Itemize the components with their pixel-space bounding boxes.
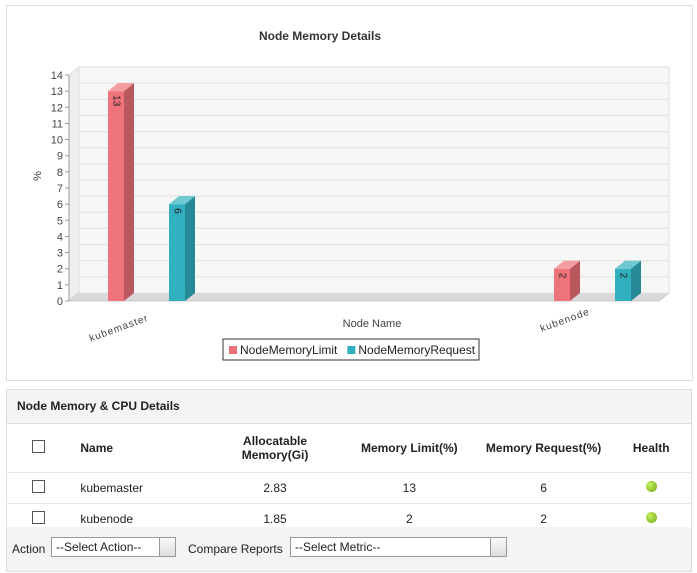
legend-swatch <box>347 346 356 354</box>
y-tick-label: 12 <box>51 102 63 114</box>
column-header: Memory Request(%) <box>475 424 612 473</box>
bar-side <box>185 196 195 301</box>
y-tick-label: 13 <box>51 86 63 98</box>
bar-side-shade <box>570 260 580 301</box>
bar-side-shade <box>631 260 641 301</box>
legend-label: NodeMemoryLimit <box>240 343 338 357</box>
cell: kubemaster <box>69 472 208 504</box>
y-tick-label: 6 <box>57 199 63 211</box>
y-tick-label: 5 <box>57 215 63 227</box>
column-header: Health <box>611 424 691 473</box>
x-tick-label: kubemaster <box>88 313 150 345</box>
bar-top <box>615 260 641 269</box>
bar-top <box>554 260 580 269</box>
bar-side <box>631 260 641 301</box>
bar-front <box>615 268 631 301</box>
checkbox[interactable] <box>31 511 45 524</box>
column-header: Memory Limit(%) <box>342 424 476 473</box>
cell <box>7 472 70 504</box>
checkbox[interactable] <box>31 440 45 453</box>
footer: Action --Select Action-- Compare Reports… <box>7 527 691 571</box>
table-panel: Node Memory & CPU Details Name Allocatabl… <box>6 389 692 572</box>
health-indicator <box>645 512 657 523</box>
data-label: 2 <box>617 273 628 279</box>
bar-front <box>108 91 124 302</box>
action-select[interactable]: --Select Action-- <box>51 537 176 557</box>
checkbox[interactable] <box>31 480 45 493</box>
data-label: 6 <box>171 208 182 214</box>
y-tick-label: 8 <box>57 167 63 179</box>
chart: Node Memory Details % Node Name 01234567… <box>32 29 671 361</box>
bar-side-shade <box>124 83 134 302</box>
y-tick-label: 14 <box>51 70 63 82</box>
y-tick-label: 1 <box>57 280 63 292</box>
health-indicator <box>645 481 657 492</box>
column-header: Allocatable Memory(Gi) <box>207 424 343 473</box>
health-cell <box>611 472 691 504</box>
bar-top <box>108 83 134 92</box>
bar <box>615 260 641 301</box>
y-tick-label: 4 <box>57 231 63 243</box>
bar-front <box>554 268 570 301</box>
side-wall <box>68 65 80 303</box>
column-header: Name <box>69 424 208 473</box>
cell: 13 <box>342 472 476 504</box>
bar-top-shade <box>554 260 580 269</box>
x-tick-label: kubenode <box>539 307 592 335</box>
table-row: kubemaster 2.83 13 6 <box>7 472 691 504</box>
y-tick-label: 0 <box>57 296 63 308</box>
bar <box>554 260 580 301</box>
bar <box>169 196 195 301</box>
bar-top-shade <box>108 83 134 92</box>
legend-swatch <box>229 346 237 354</box>
table-title: Node Memory & CPU Details <box>7 390 691 424</box>
data-label: 13 <box>110 95 121 107</box>
cell: 2.83 <box>207 472 343 504</box>
floor <box>67 292 671 302</box>
data-label: 2 <box>556 273 567 279</box>
bar-side-shade <box>185 196 195 301</box>
legend-label: NodeMemoryRequest <box>358 343 475 357</box>
bar <box>108 83 134 302</box>
chart-title: Node Memory Details <box>259 29 381 43</box>
y-tick-label: 3 <box>57 248 63 260</box>
y-tick-label: 10 <box>51 135 63 147</box>
bar-side <box>570 260 580 301</box>
metric-select[interactable]: --Select Metric-- <box>290 537 507 557</box>
y-axis-label: % <box>32 171 44 181</box>
bar-front <box>169 204 185 301</box>
y-tick-label: 2 <box>57 264 63 276</box>
bar-top-shade <box>169 196 195 205</box>
header-row: Name Allocatable Memory(Gi) Memory Limit(%… <box>7 424 691 473</box>
table: Name Allocatable Memory(Gi) Memory Limit(%… <box>7 424 691 535</box>
y-tick-label: 7 <box>57 183 63 195</box>
y-tick-label: 9 <box>57 151 63 163</box>
y-tick-label: 11 <box>52 118 63 130</box>
bar-side <box>124 83 134 302</box>
action-label: Action <box>12 542 46 556</box>
cell: 6 <box>475 472 612 504</box>
compare-label: Compare Reports <box>188 542 283 556</box>
x-axis-label: Node Name <box>343 318 402 330</box>
bar-top <box>169 196 195 205</box>
bar-top-shade <box>615 260 641 269</box>
